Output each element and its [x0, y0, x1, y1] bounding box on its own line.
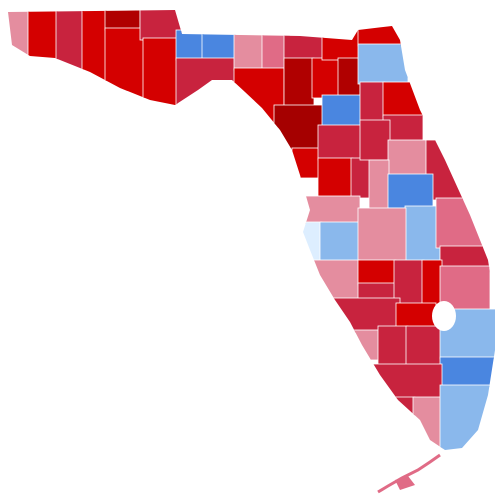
- florida-keys: [377, 453, 441, 494]
- counties: [8, 10, 495, 450]
- key-west: [395, 476, 415, 490]
- lake-okeechobee: [432, 301, 456, 331]
